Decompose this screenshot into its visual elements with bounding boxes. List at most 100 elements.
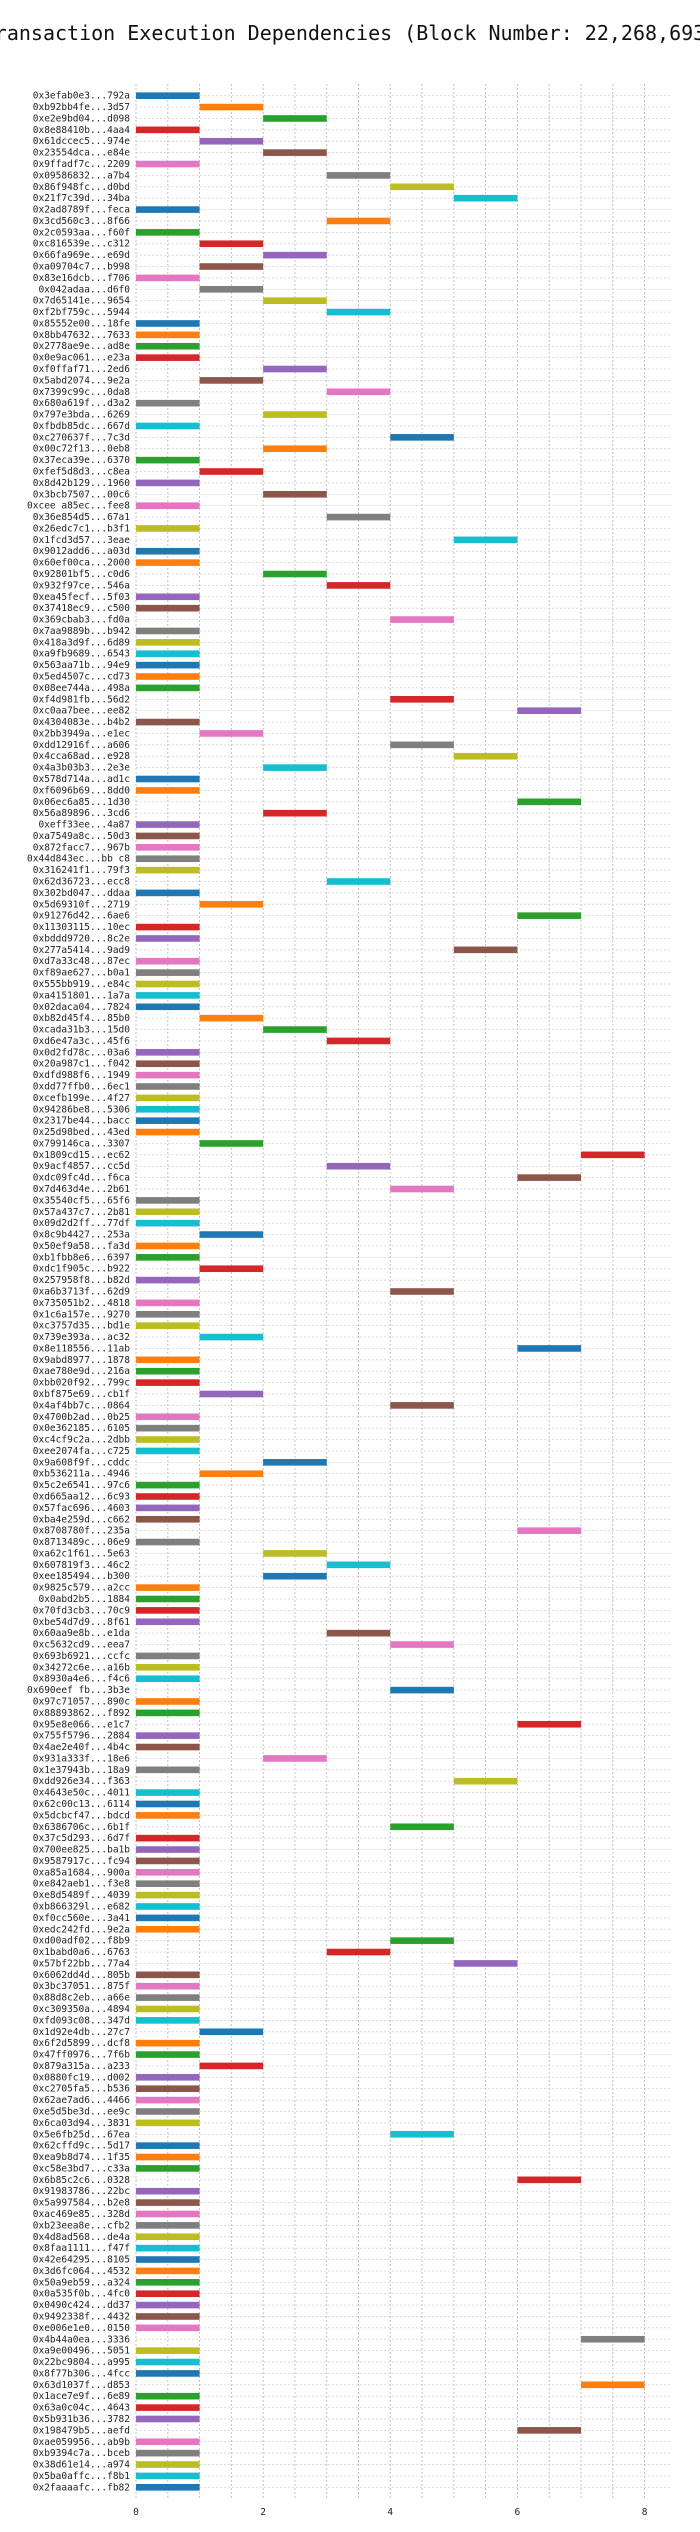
y-tick-label: 0x66fa969e...e69d (33, 250, 130, 261)
y-tick-label: 0x4af4bb7c...0864 (33, 1400, 131, 1411)
transaction-bar (136, 1880, 200, 1888)
transaction-bar (136, 2370, 200, 2377)
y-tick-label: 0x09586832...a7b4 (33, 170, 131, 181)
y-tick-label: 0x94286be8...5306 (33, 1104, 131, 1115)
y-tick-label: 0xa09704c7...b998 (33, 262, 131, 273)
transaction-bar (136, 935, 200, 942)
transaction-bar (136, 673, 200, 680)
y-tick-label: 0x739e393a...ac32 (33, 1332, 130, 1343)
y-tick-label: 0x9012add6...a03d (33, 546, 130, 557)
transaction-bar (136, 980, 200, 988)
transaction-bar (453, 752, 518, 760)
transaction-bar (390, 1937, 454, 1944)
transaction-bar (581, 1151, 645, 1159)
y-tick-label: 0xd00adf02...f8b9 (33, 1936, 131, 1947)
y-tick-label: 0xdc09fc4d...f6ca (33, 1173, 130, 1184)
transaction-bar (199, 103, 264, 111)
y-tick-label: 0x9acf4857...cc5d (33, 1161, 130, 1172)
transaction-bar (517, 912, 581, 919)
transaction-bar (136, 1789, 200, 1796)
transaction-bar (136, 1698, 200, 1705)
x-tick-label: 4 (387, 2507, 393, 2518)
y-tick-label: 0x1c6a157e...9270 (33, 1309, 131, 1320)
transaction-bar (136, 1732, 200, 1739)
transaction-bar (136, 1994, 200, 2001)
transaction-bar (136, 342, 200, 350)
y-tick-label: 0x799146ca...3307 (33, 1138, 130, 1149)
y-tick-label: 0xc2705fa5...b536 (33, 2084, 131, 2095)
y-tick-label: 0x37418ec9...c500 (33, 603, 131, 614)
transaction-bar (136, 1094, 200, 1102)
transaction-bar (136, 2005, 200, 2013)
transaction-bar (136, 2313, 200, 2320)
transaction-bar (136, 1743, 200, 1751)
y-tick-label: 0x56a89896...3cd6 (33, 808, 131, 819)
transaction-bar (453, 946, 518, 954)
transaction-bar (136, 855, 200, 863)
y-tick-label: 0x680a619f...d3a2 (33, 398, 130, 409)
y-tick-label: 0xfbdb85dc...667d (33, 421, 130, 432)
y-tick-label: 0x316241f1...79f3 (33, 865, 130, 876)
y-tick-label: 0x4700b2ad...0b25 (33, 1412, 130, 1423)
y-tick-label: 0x8faa1111...f47f (33, 2243, 130, 2254)
transaction-bar (199, 730, 264, 737)
transaction-bar (136, 1903, 200, 1910)
y-tick-label: 0xf0cc560e...3a41 (33, 1913, 131, 1924)
transaction-bar (517, 1527, 581, 1534)
y-tick-label: 0x5a997584...b2e8 (33, 2198, 131, 2209)
y-tick-label: 0x11303115...10ec (33, 922, 130, 933)
transaction-bar (136, 2051, 200, 2058)
transaction-bar (263, 809, 327, 817)
y-tick-label: 0x8930a4e6...f4c6 (33, 1674, 131, 1685)
transaction-bar (136, 889, 200, 897)
y-tick-label: 0x4a3b03b3...2e3e (33, 763, 131, 774)
transaction-bar (136, 1413, 200, 1421)
y-tick-label: 0x9587917c...fc94 (33, 1856, 131, 1867)
transaction-bar (136, 866, 200, 874)
y-tick-label: 0x85552e00...18fe (33, 318, 131, 329)
transaction-bar (136, 1812, 200, 1819)
transaction-bar (136, 422, 200, 430)
y-tick-label: 0xb23eea8e...cfb2 (33, 2220, 130, 2231)
y-tick-label: 0x3d6fc064...4532 (33, 2266, 130, 2277)
y-tick-label: 0x8e118556...11ab (33, 1343, 131, 1354)
y-tick-label: 0x4ae2e40f...4b4c (33, 1742, 130, 1753)
transaction-bar (263, 365, 327, 373)
transaction-bar (136, 1584, 200, 1591)
y-tick-label: 0xea45fecf...5f03 (33, 592, 130, 603)
y-tick-label: 0x872facc7...967b (33, 842, 131, 853)
y-tick-label: 0x5ed4507c...cd73 (33, 672, 130, 683)
transaction-bar (136, 1299, 200, 1307)
y-tick-label: 0x607819f3...46c2 (33, 1560, 130, 1571)
y-tick-label: 0xeff33ee...4a87 (38, 820, 130, 831)
transaction-bar (199, 468, 264, 475)
y-tick-label: 0x60aa9e8b...e1da (33, 1628, 130, 1639)
y-tick-label: 0x693b6921...ccfc (33, 1651, 130, 1662)
transaction-bar (199, 1390, 264, 1398)
y-tick-label: 0xf2bf759c...5944 (33, 307, 131, 318)
y-tick-label: 0x57a437c7...2b81 (33, 1207, 131, 1218)
y-tick-label: 0x8d42b129...1960 (33, 478, 131, 489)
transaction-bar (136, 206, 200, 213)
y-tick-label: 0x0d2fd78c...03a6 (33, 1047, 131, 1058)
transaction-bar (581, 2381, 645, 2389)
transaction-bar (517, 1720, 581, 1728)
x-tick-label: 0 (133, 2507, 139, 2518)
y-tick-label: 0x042adaa...d6f0 (38, 284, 130, 295)
y-tick-label: 0x4b44a0ea...3336 (33, 2334, 131, 2345)
transaction-bar (326, 1629, 391, 1637)
transaction-bar (136, 1664, 200, 1671)
transaction-bar (136, 1652, 200, 1660)
y-tick-label: 0x797e3bda...6269 (33, 410, 131, 421)
y-tick-label: 0x23554dca...e84e (33, 148, 131, 159)
transaction-bar (136, 1925, 200, 1933)
y-tick-label: 0x3bc37051...875f (33, 1981, 130, 1992)
transaction-bar (136, 320, 200, 327)
y-tick-label: 0x9825c579...a2cc (33, 1583, 130, 1594)
y-tick-label: 0xdfd988f6...1949 (33, 1070, 131, 1081)
transaction-bar (199, 1231, 264, 1238)
transaction-bar (136, 502, 200, 509)
y-tick-label: 0x5dcbcf47...bdcd (33, 1810, 130, 1821)
transaction-bar (136, 1857, 200, 1865)
y-tick-label: 0x1e37943b...18a9 (33, 1765, 131, 1776)
